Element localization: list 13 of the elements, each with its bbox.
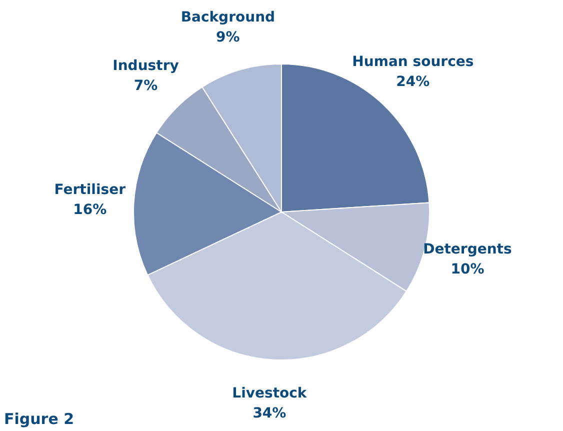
caption: Figure 2: [4, 410, 74, 428]
data-label: 9%: [216, 30, 240, 46]
slice-label: Livestock: [232, 386, 308, 402]
slice-label: Detergents: [423, 242, 512, 258]
slice-label: Industry: [112, 58, 179, 74]
data-label: 10%: [450, 262, 484, 278]
data-label: 16%: [73, 202, 107, 218]
data-label: 24%: [396, 74, 430, 90]
slice-label: Fertiliser: [54, 182, 126, 198]
slice-label: Background: [180, 10, 276, 26]
data-label: 7%: [134, 78, 158, 94]
slice-label: Human sources: [352, 54, 474, 70]
data-label: 34%: [252, 406, 286, 422]
